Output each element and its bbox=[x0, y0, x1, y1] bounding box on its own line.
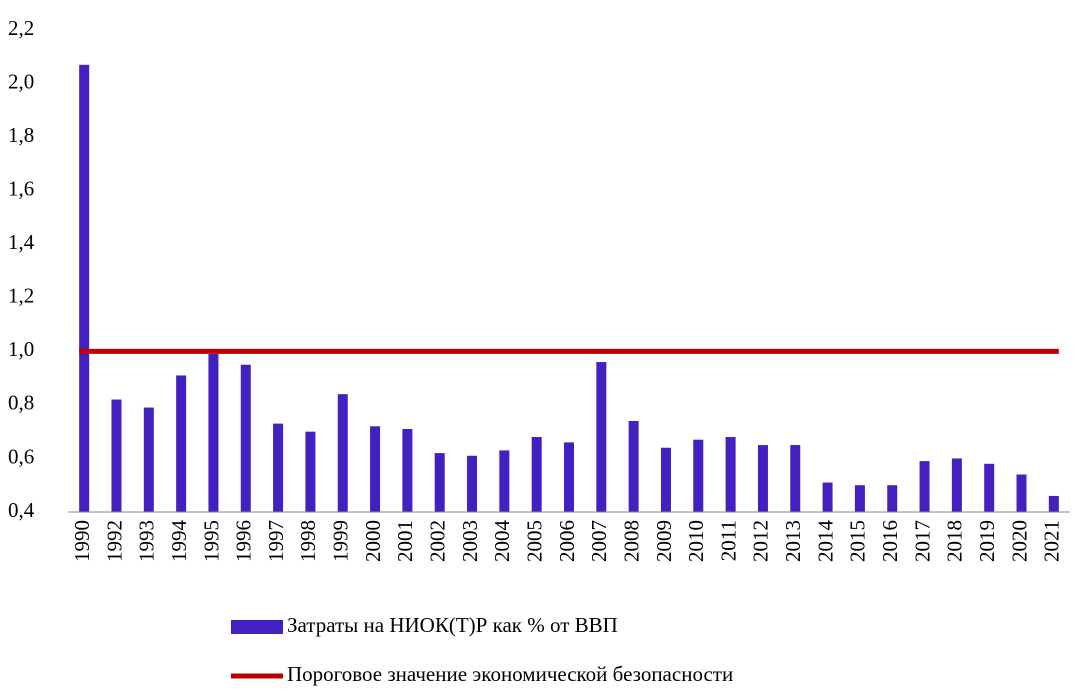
x-tick-label: 2001 bbox=[393, 520, 417, 562]
bar bbox=[499, 450, 510, 512]
x-tick-label: 2011 bbox=[716, 520, 740, 561]
bar bbox=[919, 461, 930, 512]
bar bbox=[273, 423, 284, 512]
x-tick-label: 2004 bbox=[490, 520, 514, 563]
bar bbox=[757, 445, 768, 512]
bar bbox=[79, 64, 90, 513]
y-tick-label: 1,2 bbox=[8, 284, 34, 308]
bar bbox=[337, 394, 348, 512]
x-tick-label: 2016 bbox=[878, 520, 902, 562]
bar bbox=[790, 445, 801, 512]
legend-label: Затраты на НИОК(Т)Р как % от ВВП bbox=[287, 613, 618, 637]
bar bbox=[1048, 495, 1059, 512]
x-tick-label: 2007 bbox=[587, 520, 611, 562]
bar bbox=[1016, 474, 1027, 512]
x-tick-label: 1997 bbox=[264, 520, 288, 562]
x-tick-label: 2012 bbox=[749, 520, 773, 562]
x-tick-label: 2010 bbox=[684, 520, 708, 562]
bar bbox=[984, 463, 995, 512]
x-tick-label: 1995 bbox=[199, 520, 223, 562]
bar bbox=[531, 437, 542, 512]
bar bbox=[822, 482, 833, 512]
bar bbox=[111, 399, 122, 512]
bar bbox=[434, 453, 445, 512]
x-tick-label: 2013 bbox=[781, 520, 805, 562]
bar bbox=[208, 354, 219, 512]
bar bbox=[564, 442, 574, 512]
x-tick-label: 1996 bbox=[232, 520, 256, 562]
x-tick-label: 2018 bbox=[943, 520, 967, 562]
bar bbox=[725, 437, 736, 512]
x-tick-label: 2017 bbox=[910, 520, 934, 562]
y-tick-label: 1,4 bbox=[8, 230, 35, 254]
y-tick-label: 0,4 bbox=[8, 498, 35, 522]
x-tick-label: 1998 bbox=[296, 520, 320, 562]
bar bbox=[628, 420, 639, 512]
x-tick-label: 1992 bbox=[102, 520, 126, 562]
x-tick-label: 2008 bbox=[619, 520, 643, 562]
legend-swatch bbox=[231, 620, 283, 634]
bar bbox=[176, 375, 187, 512]
bar bbox=[143, 407, 154, 512]
x-tick-label: 2020 bbox=[1007, 520, 1031, 562]
x-tick-label: 2005 bbox=[522, 520, 546, 562]
bar bbox=[693, 439, 704, 512]
x-tick-label: 2014 bbox=[813, 520, 837, 563]
x-tick-label: 1990 bbox=[70, 520, 94, 562]
x-tick-label: 1999 bbox=[329, 520, 353, 562]
x-tick-label: 2009 bbox=[652, 520, 676, 562]
bar bbox=[596, 362, 607, 512]
x-tick-label: 2021 bbox=[1040, 520, 1064, 562]
x-tick-label: 2015 bbox=[846, 520, 870, 562]
y-tick-label: 2,2 bbox=[8, 16, 34, 40]
x-tick-label: 2003 bbox=[458, 520, 482, 562]
y-tick-label: 1,6 bbox=[8, 176, 34, 200]
x-tick-label: 1994 bbox=[167, 520, 191, 563]
legend-label: Пороговое значение экономической безопас… bbox=[287, 662, 733, 686]
bar bbox=[370, 426, 381, 512]
x-tick-label: 2019 bbox=[975, 520, 999, 562]
y-tick-label: 0,8 bbox=[8, 391, 34, 415]
bar bbox=[660, 447, 671, 512]
bar bbox=[240, 364, 251, 512]
x-tick-label: 2002 bbox=[426, 520, 450, 562]
x-tick-label: 1993 bbox=[135, 520, 159, 562]
y-tick-label: 2,0 bbox=[8, 69, 34, 93]
x-tick-label: 2006 bbox=[555, 520, 579, 562]
x-tick-label: 2000 bbox=[361, 520, 385, 562]
bar bbox=[402, 428, 413, 512]
bar bbox=[305, 431, 316, 512]
bar bbox=[887, 485, 898, 512]
bar bbox=[854, 485, 865, 512]
bar bbox=[951, 458, 962, 512]
y-tick-label: 1,8 bbox=[8, 123, 34, 147]
y-tick-label: 0,6 bbox=[8, 444, 34, 468]
bar bbox=[467, 455, 478, 512]
y-tick-label: 1,0 bbox=[8, 337, 34, 361]
